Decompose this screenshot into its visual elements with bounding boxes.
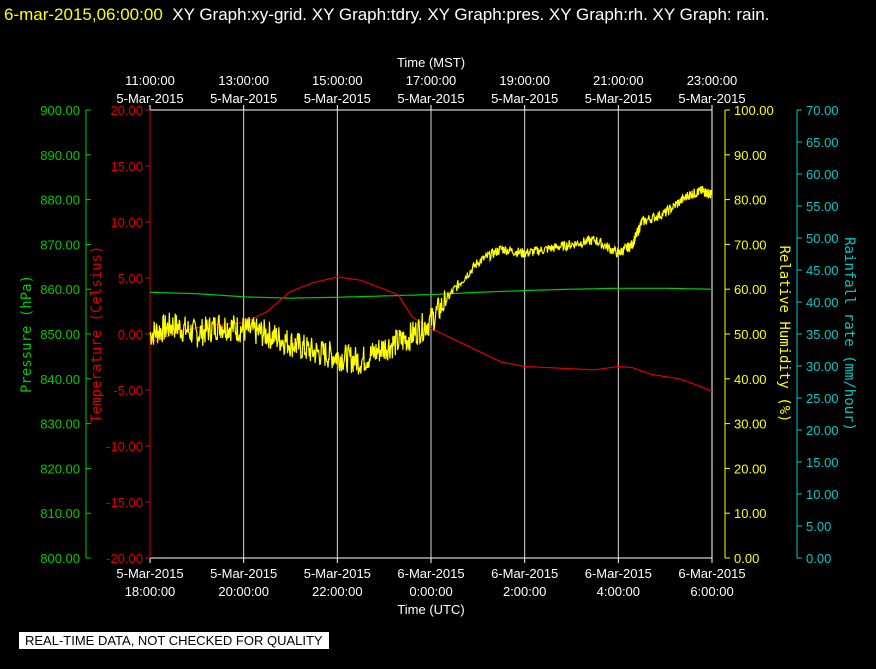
- temperature-tick-label: 10.00: [110, 215, 143, 230]
- top-tick-date: 5-Mar-2015: [585, 91, 652, 106]
- bottom-tick-date: 5-Mar-2015: [210, 566, 277, 581]
- rainfall-tick-label: 70.00: [806, 103, 839, 118]
- pressure-tick-label: 870.00: [40, 237, 80, 252]
- bottom-tick-date: 6-Mar-2015: [397, 566, 464, 581]
- bottom-tick-time: 2:00:00: [503, 584, 546, 599]
- top-tick-time: 13:00:00: [218, 73, 269, 88]
- pressure-tick-label: 820.00: [40, 461, 80, 476]
- top-tick-date: 5-Mar-2015: [116, 91, 183, 106]
- bottom-tick-date: 5-Mar-2015: [116, 566, 183, 581]
- top-tick-date: 5-Mar-2015: [397, 91, 464, 106]
- rainfall-tick-label: 60.00: [806, 167, 839, 182]
- humidity-tick-label: 20.00: [734, 461, 767, 476]
- bottom-tick-time: 18:00:00: [125, 584, 176, 599]
- rainfall-tick-label: 45.00: [806, 263, 839, 278]
- bottom-tick-time: 0:00:00: [409, 584, 452, 599]
- bottom-tick-time: 22:00:00: [312, 584, 363, 599]
- temperature-tick-label: -15.00: [106, 495, 143, 510]
- humidity-series-line: [149, 185, 713, 375]
- rainfall-tick-label: 25.00: [806, 391, 839, 406]
- top-tick-time: 11:00:00: [125, 73, 175, 88]
- top-tick-date: 5-Mar-2015: [210, 91, 277, 106]
- x-axis-label-mst: Time (MST): [397, 55, 465, 70]
- pressure-tick-label: 810.00: [40, 506, 80, 521]
- pressure-tick-label: 860.00: [40, 282, 80, 297]
- temperature-tick-label: -10.00: [106, 439, 143, 454]
- top-tick-time: 19:00:00: [499, 73, 550, 88]
- humidity-tick-label: 60.00: [734, 282, 767, 297]
- pressure-tick-label: 840.00: [40, 372, 80, 387]
- humidity-tick-label: 80.00: [734, 193, 767, 208]
- rainfall-tick-label: 20.00: [806, 423, 839, 438]
- pressure-tick-label: 850.00: [40, 327, 80, 342]
- rainfall-tick-label: 65.00: [806, 135, 839, 150]
- humidity-tick-label: 10.00: [734, 506, 767, 521]
- humidity-tick-label: 50.00: [734, 327, 767, 342]
- humidity-tick-label: 100.00: [734, 103, 774, 118]
- temperature-tick-label: -20.00: [106, 551, 143, 566]
- top-tick-time: 17:00:00: [406, 73, 457, 88]
- top-tick-time: 21:00:00: [593, 73, 644, 88]
- pressure-tick-label: 900.00: [40, 103, 80, 118]
- rainfall-tick-label: 10.00: [806, 487, 839, 502]
- pressure-tick-label: 800.00: [40, 551, 80, 566]
- top-tick-date: 5-Mar-2015: [678, 91, 745, 106]
- bottom-tick-time: 20:00:00: [218, 584, 269, 599]
- rainfall-tick-label: 30.00: [806, 359, 839, 374]
- rainfall-tick-label: 40.00: [806, 295, 839, 310]
- humidity-axis-label: Relative Humidity (%): [776, 245, 792, 422]
- bottom-tick-date: 6-Mar-2015: [585, 566, 652, 581]
- humidity-tick-label: 90.00: [734, 148, 767, 163]
- rainfall-tick-label: 35.00: [806, 327, 839, 342]
- temperature-series-line: [149, 276, 713, 392]
- pressure-tick-label: 830.00: [40, 417, 80, 432]
- pressure-tick-label: 890.00: [40, 148, 80, 163]
- rainfall-tick-label: 15.00: [806, 455, 839, 470]
- rainfall-tick-label: 0.00: [806, 551, 831, 566]
- rainfall-tick-label: 5.00: [806, 519, 831, 534]
- bottom-tick-time: 4:00:00: [597, 584, 640, 599]
- temperature-tick-label: 15.00: [110, 159, 143, 174]
- humidity-tick-label: 30.00: [734, 417, 767, 432]
- humidity-tick-label: 0.00: [734, 551, 759, 566]
- bottom-tick-date: 5-Mar-2015: [304, 566, 371, 581]
- rainfall-tick-label: 50.00: [806, 231, 839, 246]
- humidity-tick-label: 70.00: [734, 237, 767, 252]
- x-axis-label-utc: Time (UTC): [397, 602, 464, 617]
- rainfall-axis-label: Rainfall rate (mm/hour): [841, 237, 857, 431]
- chart-title-bar: 6-mar-2015,06:00:00 XY Graph:xy-grid. XY…: [4, 1, 872, 29]
- top-tick-time: 23:00:00: [687, 73, 738, 88]
- pressure-tick-label: 880.00: [40, 193, 80, 208]
- temperature-tick-label: 0.00: [118, 327, 143, 342]
- temperature-tick-label: -5.00: [113, 383, 143, 398]
- temperature-tick-label: 5.00: [118, 271, 143, 286]
- top-tick-date: 5-Mar-2015: [304, 91, 371, 106]
- timestamp: 6-mar-2015,06:00:00: [4, 5, 163, 24]
- bottom-tick-date: 6-Mar-2015: [678, 566, 745, 581]
- pressure-axis-label: Pressure (hPa): [19, 275, 35, 393]
- humidity-tick-label: 40.00: [734, 372, 767, 387]
- temperature-tick-label: 20.00: [110, 103, 143, 118]
- graph-list: XY Graph:xy-grid. XY Graph:tdry. XY Grap…: [172, 5, 770, 24]
- bottom-tick-date: 6-Mar-2015: [491, 566, 558, 581]
- pressure-series-line: [149, 287, 713, 299]
- quality-note: REAL-TIME DATA, NOT CHECKED FOR QUALITY: [19, 632, 329, 649]
- top-tick-date: 5-Mar-2015: [491, 91, 558, 106]
- top-tick-time: 15:00:00: [312, 73, 363, 88]
- rainfall-tick-label: 55.00: [806, 199, 839, 214]
- temperature-axis-label: Temperature (Celsius): [89, 245, 105, 422]
- bottom-tick-time: 6:00:00: [690, 584, 733, 599]
